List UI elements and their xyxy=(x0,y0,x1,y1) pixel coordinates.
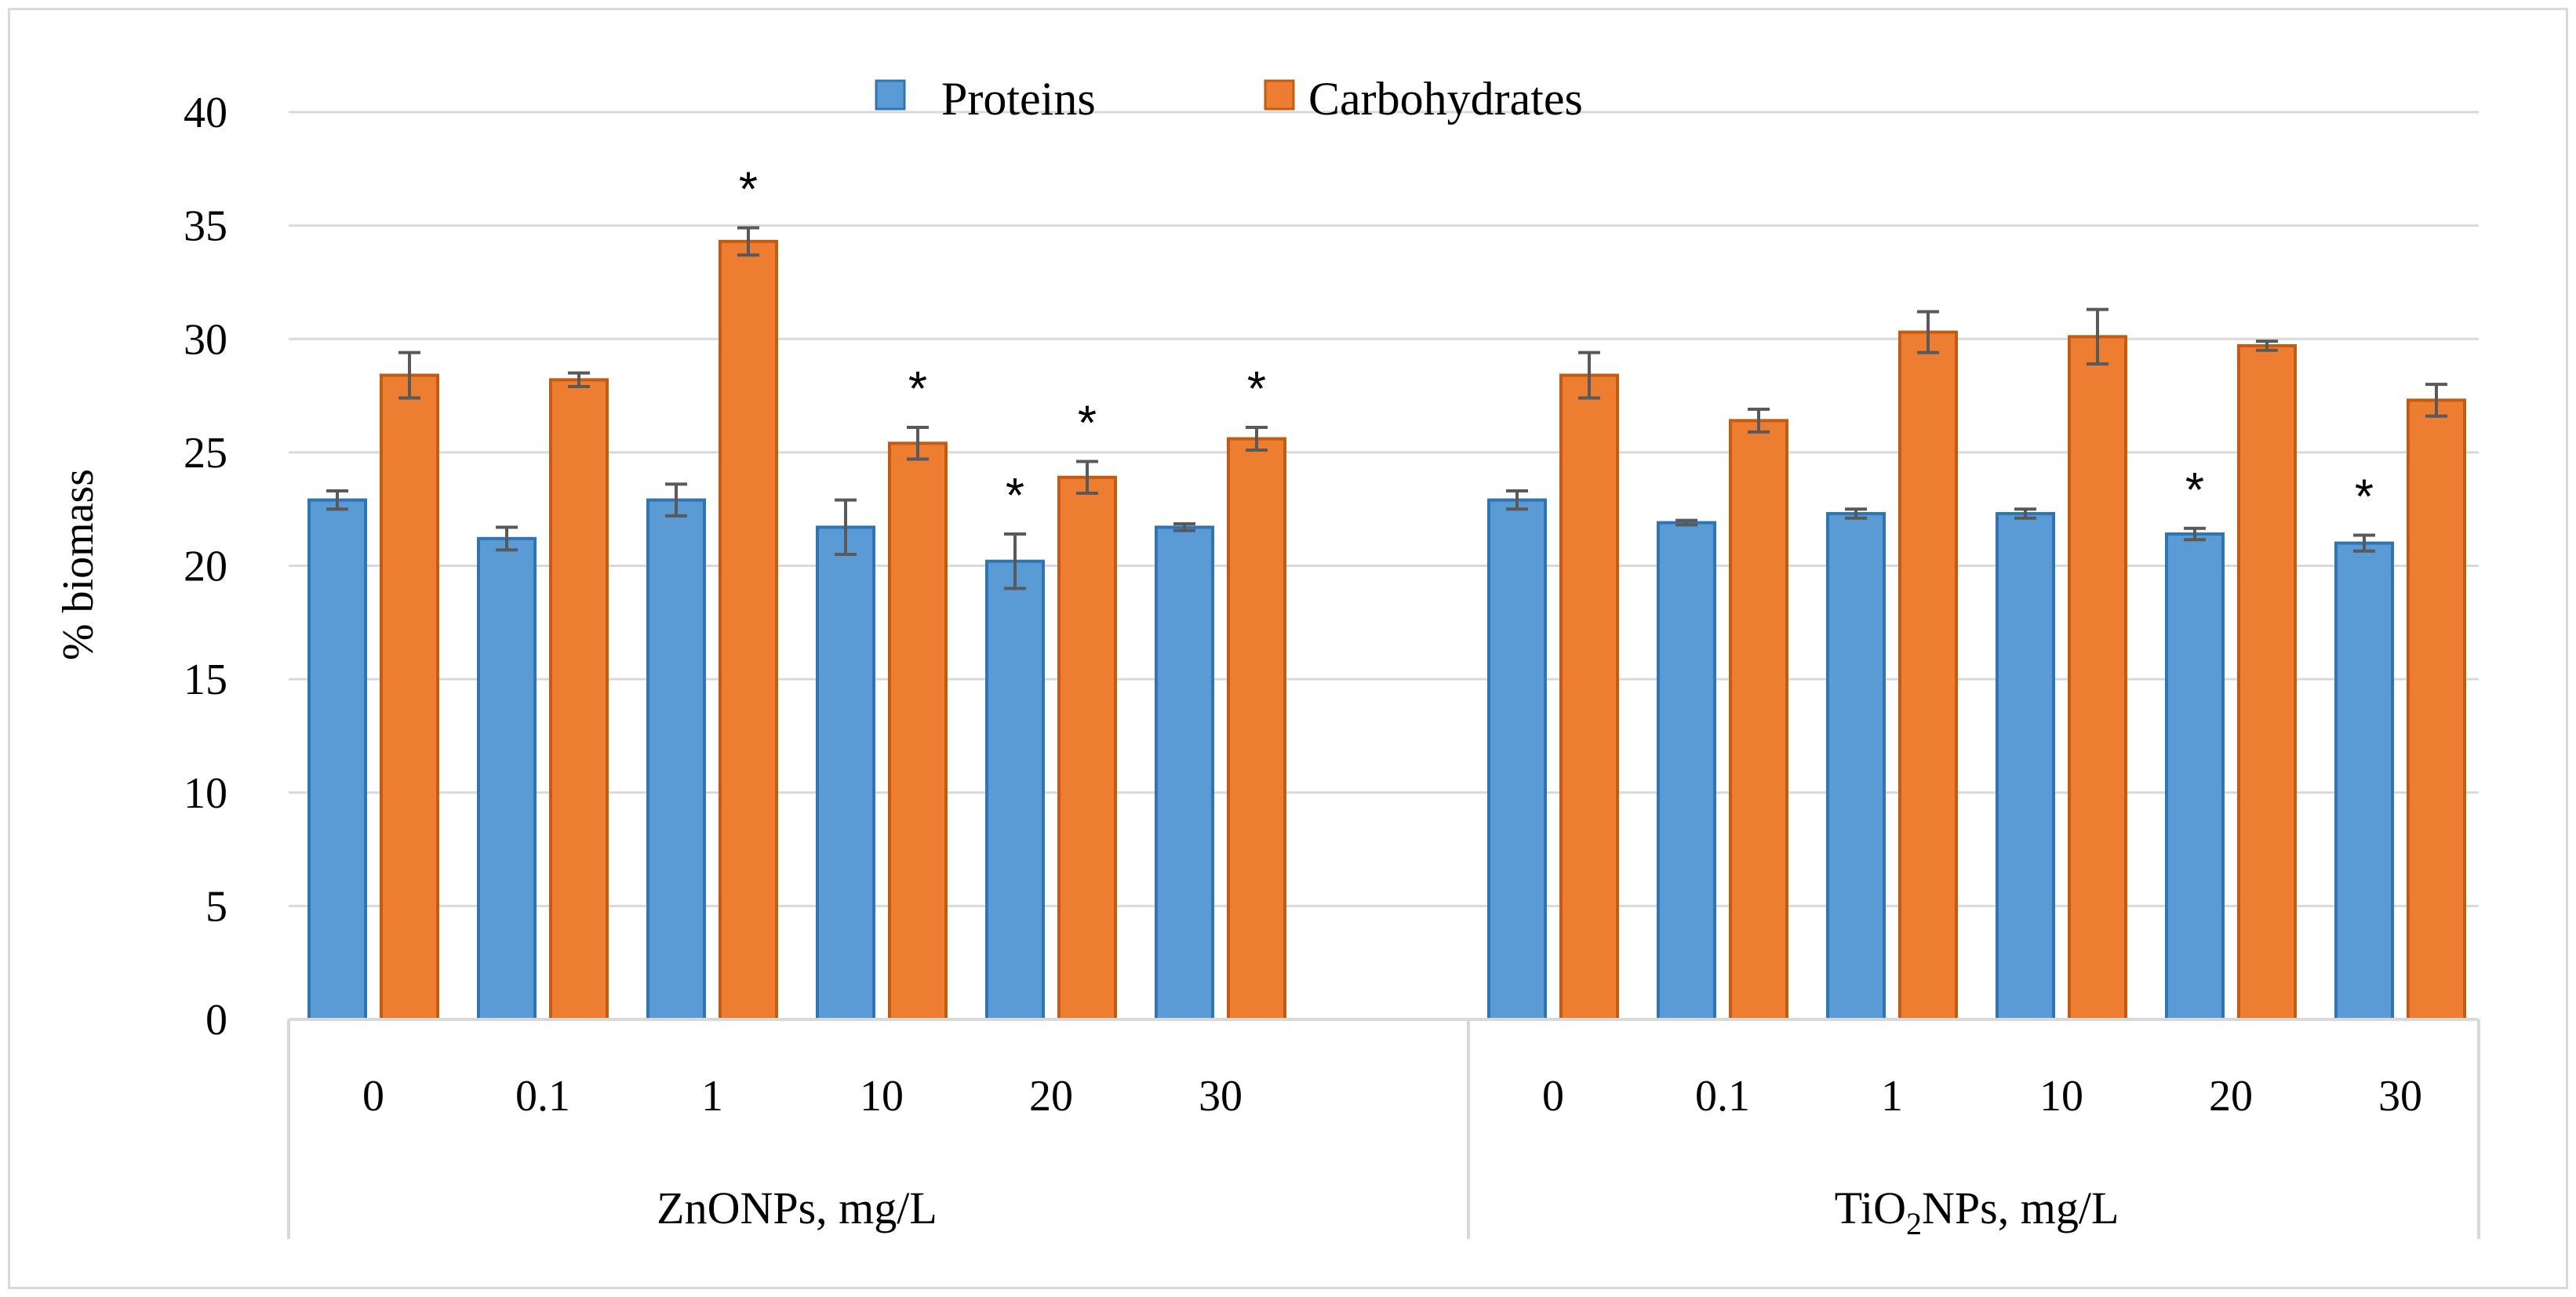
significance-marker: * xyxy=(739,163,758,217)
bar-proteins-0-1 xyxy=(477,536,537,1021)
x-tick-label: 20 xyxy=(1029,1072,1073,1121)
bar-proteins-1-0 xyxy=(1487,498,1547,1021)
bar-proteins-0-3 xyxy=(816,525,875,1021)
y-tick-label: 35 xyxy=(184,202,227,251)
gridlines xyxy=(289,111,2479,907)
y-tick-label: 40 xyxy=(184,89,227,137)
x-tick-label: 1 xyxy=(701,1072,723,1121)
y-tick-label: 15 xyxy=(184,656,227,704)
legend-label-proteins: Proteins xyxy=(941,73,1096,125)
bar-carbohydrates-0-3 xyxy=(888,441,948,1021)
bar-proteins-0-2 xyxy=(646,498,706,1021)
bar-proteins-1-1 xyxy=(1657,521,1716,1021)
bar-carbohydrates-1-3 xyxy=(2068,335,2127,1022)
significance-marker: * xyxy=(908,362,927,416)
x-axis: 0 0.1 1 10 20 30 ZnONPs, mg/L 0 0.1 1 10 20 30 TiO2NP… xyxy=(287,1018,2480,1241)
significance-marker: * xyxy=(1247,362,1266,416)
bar-carbohydrates-1-5 xyxy=(2407,398,2466,1022)
bar-proteins-0-4 xyxy=(985,559,1045,1021)
bar-carbohydrates-1-0 xyxy=(1559,373,1619,1021)
significance-marker: * xyxy=(2355,470,2374,524)
x-tick-label: 0.1 xyxy=(515,1072,570,1121)
significance-marker: * xyxy=(1078,396,1097,450)
bar-carbohydrates-0-5 xyxy=(1227,437,1286,1021)
bar-proteins-1-4 xyxy=(2165,532,2225,1021)
y-tick-label: 25 xyxy=(184,429,227,478)
y-tick-label: 10 xyxy=(184,769,227,818)
bar-proteins-1-5 xyxy=(2334,541,2394,1021)
y-axis-ticks: 0 5 10 15 20 25 30 35 40 xyxy=(184,89,227,1045)
x-tick-label: 10 xyxy=(860,1072,904,1121)
bars: * * * * * * * xyxy=(307,163,2466,1022)
y-tick-label: 5 xyxy=(206,882,227,931)
bar-proteins-1-2 xyxy=(1826,511,1886,1021)
legend-swatch-proteins xyxy=(875,79,906,111)
x-tick-label: 10 xyxy=(2039,1072,2083,1121)
x-tick-label: 1 xyxy=(1881,1072,1903,1121)
bar-carbohydrates-0-1 xyxy=(549,378,609,1021)
x-tick-label: 30 xyxy=(1199,1072,1243,1121)
bar-proteins-0-0 xyxy=(307,498,367,1021)
bar-carbohydrates-0-4 xyxy=(1057,475,1117,1021)
legend-label-carbohydrates: Carbohydrates xyxy=(1308,73,1583,125)
y-tick-label: 20 xyxy=(184,543,227,591)
group-label: ZnONPs, mg/L xyxy=(657,1183,937,1233)
legend: Proteins Carbohydrates xyxy=(875,73,1583,125)
significance-marker: * xyxy=(1006,469,1024,523)
significance-marker: * xyxy=(2185,463,2204,518)
y-tick-label: 30 xyxy=(184,315,227,364)
group-label: TiO2NPs, mg/L xyxy=(1835,1183,2119,1241)
bar-carbohydrates-0-0 xyxy=(380,373,439,1021)
y-axis-label: % biomass xyxy=(54,469,103,660)
bar-proteins-0-5 xyxy=(1155,525,1214,1021)
bar-carbohydrates-1-4 xyxy=(2237,343,2297,1021)
x-tick-label: 30 xyxy=(2378,1072,2422,1121)
x-tick-label: 0 xyxy=(1542,1072,1564,1121)
legend-swatch-carbohydrates xyxy=(1264,79,1295,111)
x-tick-label: 0.1 xyxy=(1695,1072,1750,1121)
bar-carbohydrates-0-2 xyxy=(719,239,778,1021)
bar-carbohydrates-1-2 xyxy=(1898,330,1958,1021)
x-tick-label: 20 xyxy=(2209,1072,2253,1121)
bar-proteins-1-3 xyxy=(1996,511,2055,1021)
x-tick-label: 0 xyxy=(362,1072,384,1121)
bar-carbohydrates-1-1 xyxy=(1729,419,1788,1021)
y-tick-label: 0 xyxy=(206,996,227,1045)
